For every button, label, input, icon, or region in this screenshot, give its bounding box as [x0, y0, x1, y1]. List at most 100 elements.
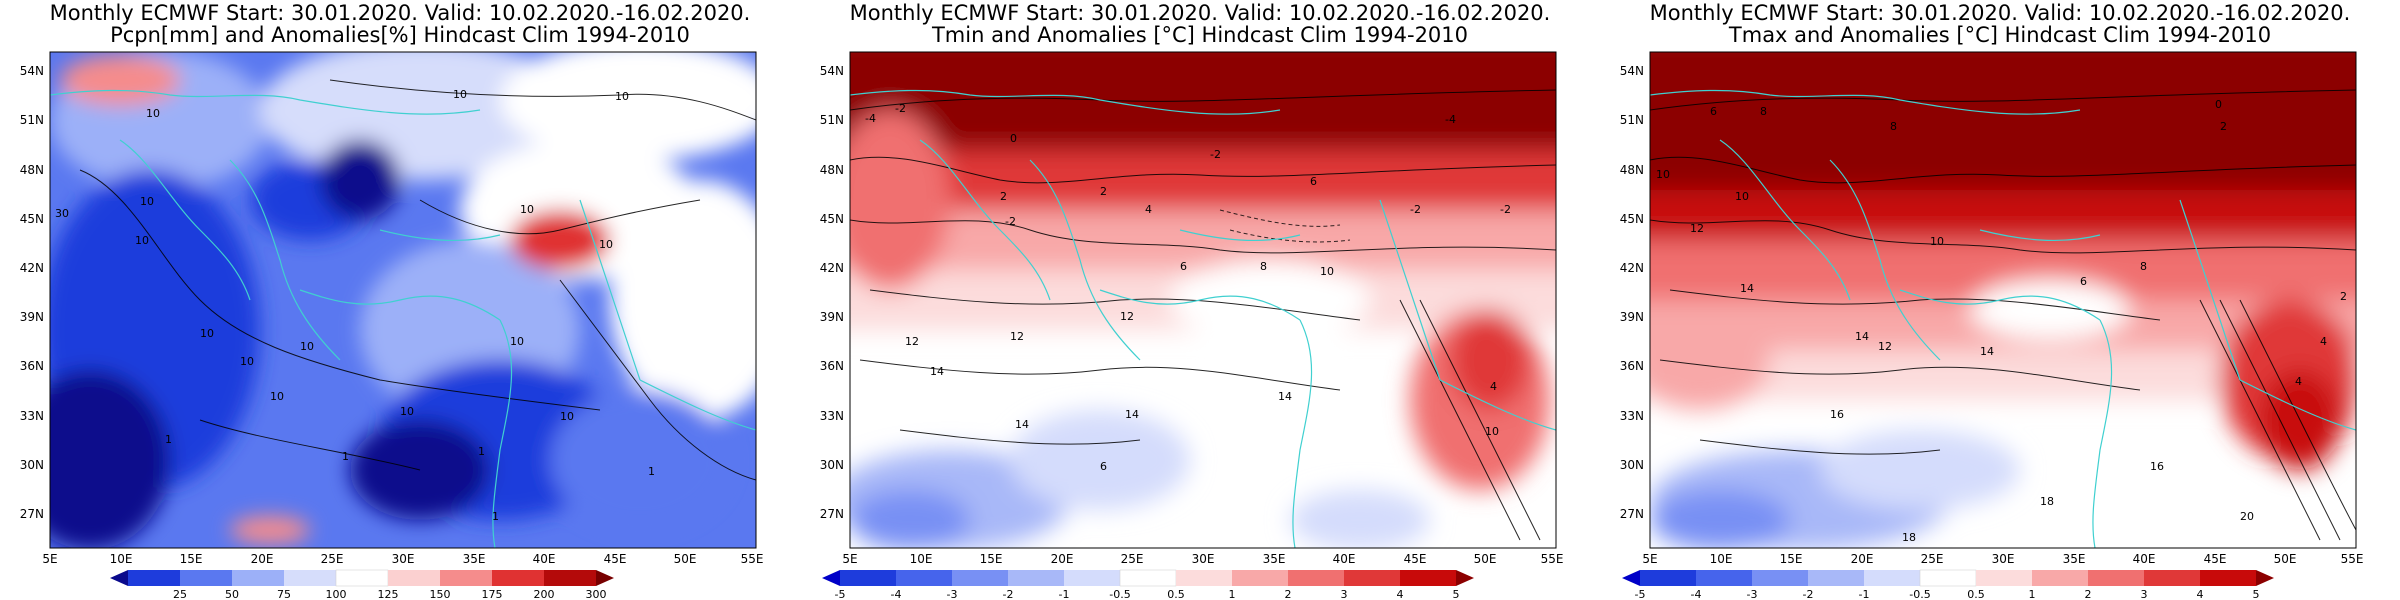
colorbar: -5 -4 -3 -2 -1 -0.5 0.5 1 2 3 4 5	[822, 569, 1474, 600]
contour-label: 14	[1015, 418, 1029, 431]
contour-label: -2	[1500, 203, 1511, 216]
colorbar-swatch	[284, 570, 336, 586]
contour-label: 10	[240, 355, 254, 368]
contour-label: 4	[1490, 380, 1497, 393]
contour-label: 14	[1278, 390, 1292, 403]
colorbar-swatch	[232, 570, 284, 586]
lon-tick: 5E	[42, 552, 57, 566]
contour-label: 8	[1890, 120, 1897, 133]
colorbar-label: -5	[1635, 588, 1646, 600]
lon-tick: 15E	[180, 552, 203, 566]
colorbar-label: 3	[2141, 588, 2148, 600]
map-frame	[1649, 51, 2357, 549]
lat-tick: 45N	[820, 212, 844, 226]
precip-field	[50, 52, 756, 548]
colorbar-arrow-right	[596, 570, 614, 586]
colorbar-arrow-left	[1622, 570, 1640, 586]
colorbar-label: -4	[1691, 588, 1702, 600]
contour-label: -4	[865, 112, 876, 125]
contour-label: 16	[2150, 460, 2164, 473]
colorbar-swatch	[840, 570, 896, 586]
contour-label: 12	[1010, 330, 1024, 343]
lon-tick: 20E	[1851, 552, 1874, 566]
contour-label: 1	[648, 465, 655, 478]
colorbar-swatch	[1344, 570, 1400, 586]
colorbar-arrow-left	[110, 570, 128, 586]
colorbar-swatch	[544, 570, 596, 586]
lat-tick: 27N	[820, 507, 844, 521]
lat-tick: 36N	[1620, 359, 1644, 373]
lon-tick: 30E	[1992, 552, 2015, 566]
lon-tick: 55E	[741, 552, 764, 566]
map-title-line2: Tmax and Anomalies [°C] Hindcast Clim 19…	[1728, 23, 2272, 47]
lon-tick: 30E	[1192, 552, 1215, 566]
colorbar: 25 50 75 100 125 150 175 200 300	[110, 569, 614, 600]
lat-tick: 42N	[1620, 261, 1644, 275]
lon-tick: 15E	[1780, 552, 1803, 566]
lon-tick: 25E	[321, 552, 344, 566]
colorbar-label: 5	[1453, 588, 1460, 600]
colorbar-label: -0.5	[1109, 588, 1130, 600]
colorbar-label: 5	[2253, 588, 2260, 600]
lon-tick: 55E	[1541, 552, 1564, 566]
colorbar-label: -3	[1747, 588, 1758, 600]
lat-tick: 54N	[20, 64, 44, 78]
lon-tick: 40E	[533, 552, 556, 566]
contour-label: 8	[1260, 260, 1267, 273]
colorbar-swatch	[2088, 570, 2144, 586]
colorbar: -5 -4 -3 -2 -1 -0.5 0.5 1 2 3 4 5	[1622, 569, 2274, 600]
contour-label: 2	[2340, 290, 2347, 303]
lat-tick: 48N	[1620, 163, 1644, 177]
colorbar-swatch	[1288, 570, 1344, 586]
precipitation-map: 54N 51N 48N 45N 42N 39N 36N 33N 30N 27N …	[20, 51, 763, 600]
colorbar-swatch	[1176, 570, 1232, 586]
colorbar-swatch	[1696, 570, 1752, 586]
contour-label: 6	[1100, 460, 1107, 473]
lon-tick: 45E	[604, 552, 627, 566]
colorbar-label: 175	[482, 588, 503, 600]
colorbar-label: -3	[947, 588, 958, 600]
lat-tick: 45N	[20, 212, 44, 226]
colorbar-swatch	[1400, 570, 1456, 586]
colorbar-swatch	[896, 570, 952, 586]
colorbar-label: 0.5	[1167, 588, 1185, 600]
lat-tick: 27N	[1620, 507, 1644, 521]
colorbar-swatch	[335, 569, 389, 587]
lon-tick: 40E	[1333, 552, 1356, 566]
lon-tick: 40E	[2133, 552, 2156, 566]
colorbar-label: 75	[277, 588, 291, 600]
contour-label: 8	[1760, 105, 1767, 118]
colorbar-label: 4	[2197, 588, 2204, 600]
lon-tick: 45E	[1404, 552, 1427, 566]
lat-tick: 27N	[20, 507, 44, 521]
lon-ticks: 5E 10E 15E 20E 25E 30E 35E 40E 45E 50E 5…	[42, 552, 763, 566]
colorbar-label: 50	[225, 588, 239, 600]
colorbar-arrow-right	[2256, 570, 2274, 586]
lat-tick: 51N	[820, 113, 844, 127]
contour-label: 4	[2320, 335, 2327, 348]
lat-ticks: 54N 51N 48N 45N 42N 39N 36N 33N 30N 27N	[820, 64, 844, 521]
colorbar-label: 2	[1285, 588, 1292, 600]
colorbar-swatch	[1064, 570, 1120, 586]
contour-label: 14	[1740, 282, 1754, 295]
lon-tick: 55E	[2341, 552, 2364, 566]
lat-tick: 33N	[820, 409, 844, 423]
colorbar-swatch	[492, 570, 544, 586]
contour-label: 6	[1180, 260, 1187, 273]
colorbar-swatch	[1008, 570, 1064, 586]
lon-tick: 15E	[980, 552, 1003, 566]
contour-label: 12	[1690, 222, 1704, 235]
lon-tick: 10E	[1710, 552, 1733, 566]
contour-label: 6	[1310, 175, 1317, 188]
lat-ticks: 54N 51N 48N 45N 42N 39N 36N 33N 30N 27N	[20, 64, 44, 521]
panel-tmin: Monthly ECMWF Start: 30.01.2020. Valid: …	[800, 0, 1600, 600]
colorbar-label: 0.5	[1967, 588, 1985, 600]
contour-label: 10	[400, 405, 414, 418]
lat-tick: 33N	[20, 409, 44, 423]
lon-tick: 5E	[842, 552, 857, 566]
lon-tick: 50E	[1474, 552, 1497, 566]
colorbar-label: 100	[326, 588, 347, 600]
contour-label: 18	[1902, 531, 1916, 544]
contour-label: 14	[930, 365, 944, 378]
lon-tick: 35E	[463, 552, 486, 566]
